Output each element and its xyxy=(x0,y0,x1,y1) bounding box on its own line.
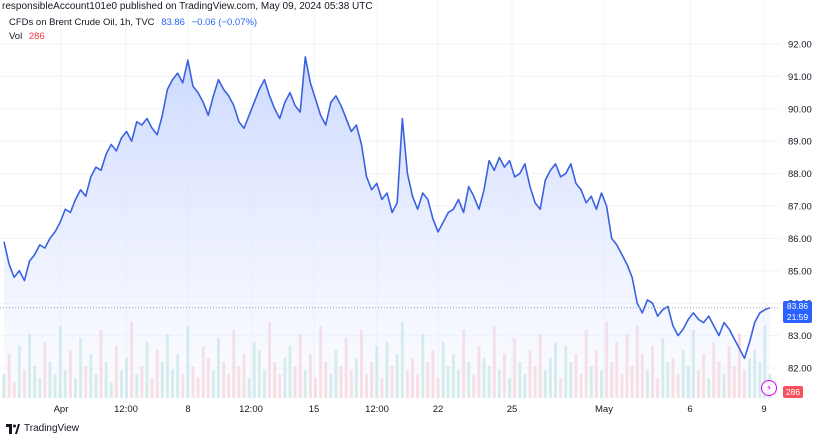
x-tick-label: 12:00 xyxy=(114,404,138,415)
price-badge-countdown: 21:59 xyxy=(786,312,809,322)
lightning-icon[interactable]: ⚡ xyxy=(761,380,777,396)
price-line xyxy=(3,56,771,360)
publisher-header: responsibleAccount101e0 published on Tra… xyxy=(2,1,373,12)
x-tick-label: 22 xyxy=(433,404,444,415)
x-axis: Apr 12:00 8 12:00 15 12:00 22 25 May 6 9 xyxy=(54,404,767,415)
tradingview-logo-icon xyxy=(6,423,20,434)
y-tick-label: 82.00 xyxy=(788,364,812,375)
volume-badge: 286 xyxy=(783,386,803,398)
y-tick-label: 86.00 xyxy=(788,234,812,245)
price-area xyxy=(4,56,770,399)
symbol-label: CFDs on Brent Crude Oil, 1h, TVC xyxy=(9,17,155,28)
y-tick-label: 89.00 xyxy=(788,137,812,148)
y-tick-label: 85.00 xyxy=(788,266,812,277)
x-tick-label: Apr xyxy=(54,404,69,415)
y-tick-label: 92.00 xyxy=(788,40,812,51)
x-tick-label: May xyxy=(595,404,613,415)
symbol-legend: CFDs on Brent Crude Oil, 1h, TVC 83.86 −… xyxy=(9,17,257,28)
x-tick-label: 25 xyxy=(507,404,518,415)
change-value: −0.06 (−0.07%) xyxy=(191,17,258,28)
y-tick-label: 91.00 xyxy=(788,72,812,83)
y-tick-label: 83.00 xyxy=(788,331,812,342)
price-badge: 83.86 21:59 xyxy=(783,301,812,323)
y-axis: 92.00 91.00 90.00 89.00 88.00 87.00 86.00 85.00… xyxy=(788,40,812,375)
x-tick-label: 15 xyxy=(309,404,320,415)
x-tick-label: 12:00 xyxy=(239,404,263,415)
last-value: 83.86 xyxy=(161,17,185,28)
tradingview-footer[interactable]: TradingView xyxy=(6,423,79,434)
volume-label: Vol xyxy=(9,31,23,42)
x-tick-label: 6 xyxy=(687,404,692,415)
price-chart[interactable]: 92.00 91.00 90.00 89.00 88.00 87.00 86.00 85.00… xyxy=(0,0,820,415)
y-tick-label: 88.00 xyxy=(788,169,812,180)
x-tick-label: 9 xyxy=(761,404,766,415)
y-tick-label: 87.00 xyxy=(788,202,812,213)
y-tick-label: 90.00 xyxy=(788,104,812,115)
footer-brand: TradingView xyxy=(24,423,80,434)
price-badge-value: 83.86 xyxy=(786,301,809,311)
volume-value: 286 xyxy=(28,31,45,42)
x-tick-label: 8 xyxy=(185,404,190,415)
volume-legend: Vol 286 xyxy=(9,31,45,42)
x-tick-label: 12:00 xyxy=(365,404,389,415)
